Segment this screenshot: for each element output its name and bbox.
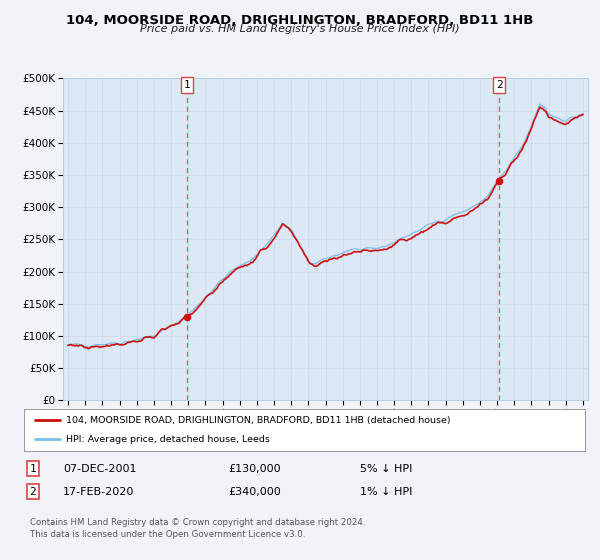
Text: 104, MOORSIDE ROAD, DRIGHLINGTON, BRADFORD, BD11 1HB (detached house): 104, MOORSIDE ROAD, DRIGHLINGTON, BRADFO… [66,416,451,424]
Text: Price paid vs. HM Land Registry's House Price Index (HPI): Price paid vs. HM Land Registry's House … [140,24,460,34]
Text: 07-DEC-2001: 07-DEC-2001 [63,464,137,474]
Text: 1: 1 [184,80,190,90]
Text: £130,000: £130,000 [228,464,281,474]
Text: 1: 1 [29,464,37,474]
Text: 5% ↓ HPI: 5% ↓ HPI [360,464,412,474]
Text: Contains HM Land Registry data © Crown copyright and database right 2024.
This d: Contains HM Land Registry data © Crown c… [30,518,365,539]
Text: 2: 2 [29,487,37,497]
Text: 104, MOORSIDE ROAD, DRIGHLINGTON, BRADFORD, BD11 1HB: 104, MOORSIDE ROAD, DRIGHLINGTON, BRADFO… [67,14,533,27]
Text: 2: 2 [496,80,503,90]
Text: 17-FEB-2020: 17-FEB-2020 [63,487,134,497]
Text: 1% ↓ HPI: 1% ↓ HPI [360,487,412,497]
Text: £340,000: £340,000 [228,487,281,497]
Text: HPI: Average price, detached house, Leeds: HPI: Average price, detached house, Leed… [66,435,270,444]
